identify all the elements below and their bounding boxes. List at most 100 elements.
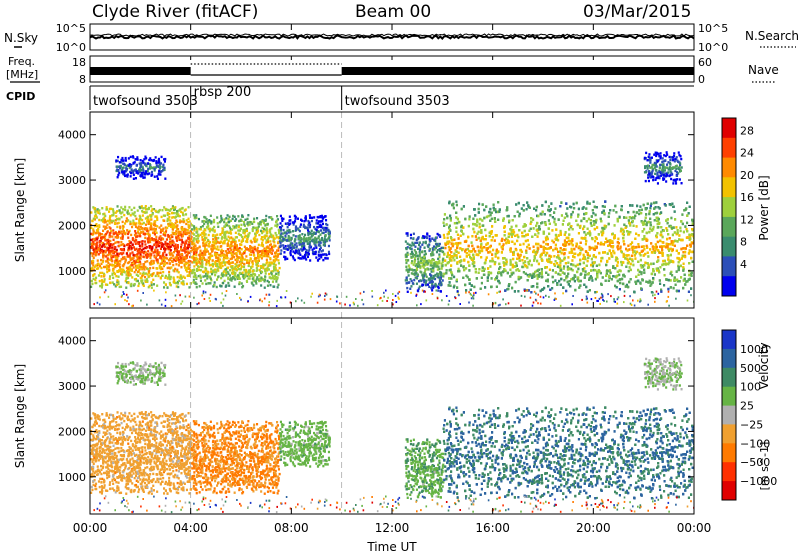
power-cell — [318, 251, 320, 253]
power-cell — [134, 230, 136, 232]
power-cell — [202, 254, 204, 256]
power-cell — [157, 275, 159, 277]
power-cell — [261, 271, 263, 273]
power-cell — [228, 218, 230, 220]
power-cell — [93, 238, 95, 240]
power-cell — [240, 228, 242, 230]
power-cell — [223, 240, 225, 242]
power-cell — [132, 254, 134, 256]
power-cell — [232, 261, 234, 263]
power-cell — [328, 237, 330, 239]
power-cell — [150, 253, 152, 255]
power-cell — [166, 227, 168, 229]
power-cell — [166, 238, 168, 240]
power-cell — [185, 258, 187, 260]
power-cell — [121, 171, 123, 173]
power-cell — [234, 286, 236, 288]
power-cell — [221, 285, 223, 287]
power-cell — [216, 216, 218, 218]
power-cell — [146, 208, 148, 210]
power-cell — [124, 256, 126, 258]
power-cell — [202, 245, 204, 247]
power-cell — [156, 259, 158, 261]
power-cell — [317, 259, 319, 261]
power-cell — [436, 251, 438, 253]
power-cell — [217, 226, 219, 228]
power-cell — [184, 245, 186, 247]
freq-label-1: Freq. — [8, 55, 35, 68]
power-cell — [416, 283, 418, 285]
power-cell — [188, 235, 190, 237]
power-cell — [429, 238, 431, 240]
power-cell — [168, 267, 170, 269]
power-cell — [419, 246, 421, 248]
power-cell — [299, 230, 301, 232]
power-cell — [149, 285, 151, 287]
power-cell — [424, 254, 426, 256]
power-cell — [118, 245, 120, 247]
power-cell — [146, 216, 148, 218]
power-cell — [300, 248, 302, 250]
power-cell — [313, 242, 315, 244]
power-cell — [419, 255, 421, 257]
power-cell — [323, 232, 325, 234]
power-cell — [143, 252, 145, 254]
power-cell — [213, 221, 215, 223]
power-cell — [419, 251, 421, 253]
power-cell — [145, 170, 147, 172]
power-cell — [320, 229, 322, 231]
power-cell — [257, 265, 259, 267]
power-cell — [262, 263, 264, 265]
power-cell — [147, 173, 149, 175]
power-cell — [407, 232, 409, 234]
power-cell — [278, 273, 280, 275]
power-cell — [220, 245, 222, 247]
power-cell — [176, 224, 178, 226]
power-cell — [98, 248, 100, 250]
power-cell — [278, 232, 280, 234]
power-cell — [160, 263, 162, 265]
power-cell — [121, 258, 123, 260]
power-cell — [276, 249, 278, 251]
power-cell — [131, 226, 133, 228]
power-cell — [172, 232, 174, 234]
power-cell — [275, 234, 277, 236]
power-cell — [295, 229, 297, 231]
power-cell — [422, 275, 424, 277]
power-cell — [149, 257, 151, 259]
power-cell — [318, 231, 320, 233]
power-cell — [264, 287, 266, 289]
power-cell — [305, 219, 307, 221]
power-cell — [320, 254, 322, 256]
power-cell — [270, 272, 272, 274]
power-cell — [238, 226, 240, 228]
power-cell — [313, 216, 315, 218]
power-cell — [100, 237, 102, 239]
power-cell — [292, 250, 294, 252]
power-cell — [258, 257, 260, 259]
power-cell — [254, 274, 256, 276]
power-cell — [161, 170, 163, 172]
power-cell — [101, 284, 103, 286]
power-cell — [170, 276, 172, 278]
power-cell — [98, 234, 100, 236]
power-cell — [219, 265, 221, 267]
power-cell — [137, 158, 139, 160]
power-cell — [165, 254, 167, 256]
power-cell — [180, 231, 182, 233]
power-cell — [202, 242, 204, 244]
power-cell — [206, 261, 208, 263]
power-cell — [209, 228, 211, 230]
power-cell — [239, 281, 241, 283]
power-cell — [232, 255, 234, 257]
power-cell — [220, 250, 222, 252]
power-cell — [296, 245, 298, 247]
power-cell — [252, 270, 254, 272]
power-cell — [280, 249, 282, 251]
power-cell — [231, 267, 233, 269]
power-cell — [140, 166, 142, 168]
power-cell — [139, 245, 141, 247]
power-cell — [93, 218, 95, 220]
power-cell — [265, 218, 267, 220]
power-cell — [187, 247, 189, 249]
